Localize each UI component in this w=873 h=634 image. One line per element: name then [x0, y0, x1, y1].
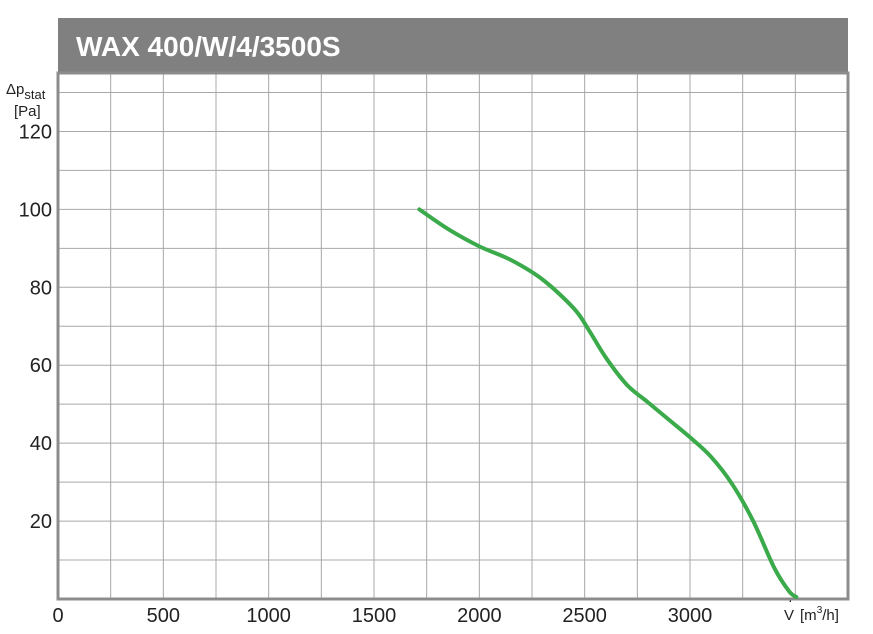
y-axis-label: Δpstat [6, 81, 46, 102]
x-axis-unit-post: /h] [822, 607, 839, 624]
y-axis-ticks: 20 40 60 80 100 120 [19, 121, 52, 533]
x-axis-unit-pre: [m [800, 607, 817, 624]
y-tick-label: 80 [30, 277, 52, 299]
y-tick-label: 100 [19, 199, 52, 221]
y-tick-label: 120 [19, 121, 52, 143]
x-tick-label: 500 [147, 605, 180, 627]
x-axis-label-main: V [784, 607, 794, 624]
series-layer [417, 207, 799, 600]
y-tick-label: 60 [30, 355, 52, 377]
grid [58, 73, 848, 599]
chart-title: WAX 400/W/4/3500S [76, 31, 341, 62]
y-axis-label-main: Δp [6, 81, 24, 98]
plot-border [56, 71, 850, 601]
y-axis-unit: [Pa] [14, 103, 41, 120]
y-axis-label-sub: stat [24, 87, 45, 102]
series-line-fan-curve [417, 207, 799, 600]
x-tick-label: 3000 [668, 605, 713, 627]
x-tick-label: 2000 [457, 605, 502, 627]
x-tick-label: 0 [52, 605, 63, 627]
x-tick-label: 1500 [352, 605, 397, 627]
y-tick-label: 20 [30, 511, 52, 533]
y-tick-label: 40 [30, 433, 52, 455]
x-tick-label: 2500 [562, 605, 607, 627]
x-axis-label: V [m3/h] [784, 605, 839, 624]
x-axis-ticks: 0 500 1000 1500 2000 2500 3000 [52, 605, 712, 627]
x-axis-unit-sup: 3 [817, 605, 823, 616]
plot-frame [56, 71, 850, 601]
title-bar [58, 18, 848, 72]
x-axis-label-dot: · [788, 592, 793, 608]
x-tick-label: 1000 [246, 605, 291, 627]
